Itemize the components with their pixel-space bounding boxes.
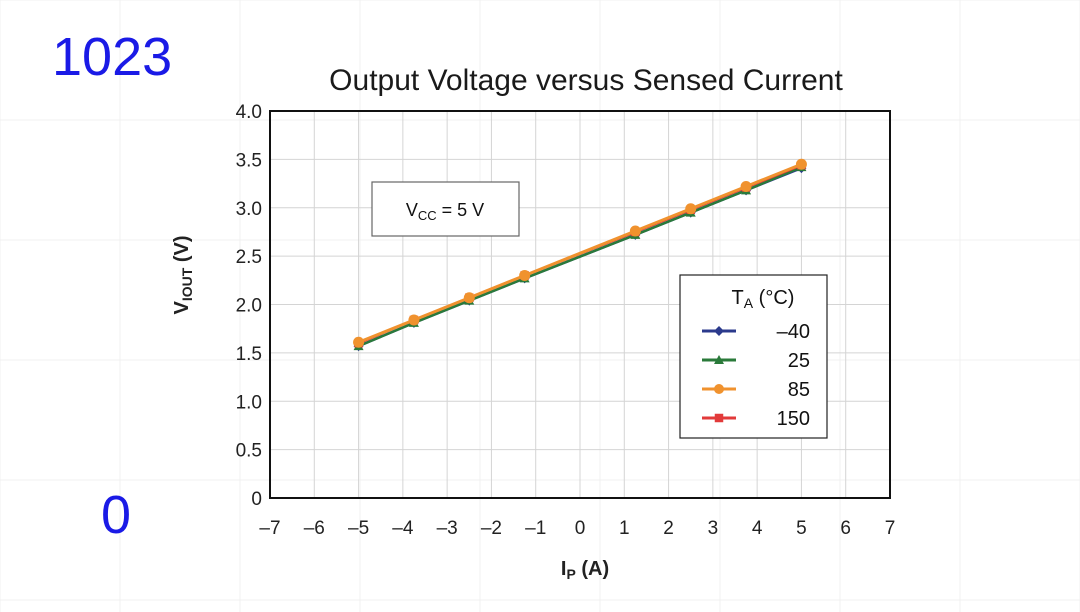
vcc-annotation: VCC = 5 V	[371, 181, 520, 237]
svg-text:VCC = 5 V: VCC = 5 V	[406, 200, 484, 223]
scale-max-label: 1023	[52, 27, 173, 87]
legend-item: 150	[702, 408, 810, 430]
data-point	[408, 314, 420, 326]
data-series	[353, 158, 807, 352]
legend-item: 85	[702, 379, 810, 401]
legend-swatch-marker	[714, 326, 724, 336]
y-axis-title: VIOUT (V)	[171, 235, 195, 314]
series-line	[358, 162, 802, 344]
x-tick-label: 3	[708, 518, 719, 539]
legend-title: TA (°C)	[732, 287, 795, 311]
x-tick-label: –6	[304, 518, 325, 539]
data-point	[629, 225, 641, 237]
data-point	[353, 336, 365, 348]
x-tick-label: 7	[885, 518, 896, 539]
data-point	[463, 292, 475, 304]
y-tick-label: 4.0	[236, 102, 262, 123]
legend-label: 150	[777, 408, 810, 430]
data-point	[795, 158, 807, 170]
x-tick-label: 2	[663, 518, 674, 539]
legend-item: 25	[702, 350, 810, 372]
x-tick-label: –2	[481, 518, 502, 539]
data-point	[685, 203, 697, 215]
scale-min-label: 0	[101, 485, 132, 545]
y-tick-label: 2.5	[236, 247, 262, 268]
data-point	[519, 269, 531, 281]
x-tick-label: –7	[259, 518, 280, 539]
x-axis-title: IP (A)	[561, 558, 609, 582]
y-tick-label: 3.5	[236, 150, 262, 171]
legend-label: –40	[777, 321, 810, 343]
series-line	[358, 165, 802, 348]
y-tick-label: 0.5	[236, 441, 262, 462]
x-tick-label: 5	[796, 518, 807, 539]
legend-swatch-marker	[714, 355, 724, 364]
x-tick-label: –1	[525, 518, 546, 539]
chart-title: Output Voltage versus Sensed Current	[329, 64, 843, 97]
x-tick-label: 1	[619, 518, 630, 539]
y-tick-label: 0	[251, 489, 262, 510]
x-tick-label: 4	[752, 518, 763, 539]
y-axis-ticks: 0 0.5 1.0 1.5 2.0 2.5 3.0 3.5 4.0	[236, 102, 262, 510]
x-tick-label: 6	[840, 518, 851, 539]
series-circle	[353, 158, 807, 348]
legend-item: –40	[702, 321, 810, 343]
y-tick-label: 2.0	[236, 296, 262, 317]
legend-swatch-marker	[714, 413, 724, 423]
data-point	[740, 180, 752, 192]
x-tick-label: 0	[575, 518, 586, 539]
x-axis-ticks: –7 –6 –5 –4 –3 –2 –1 0 1 2 3 4 5 6 7	[259, 518, 895, 539]
plot-frame	[269, 110, 891, 499]
y-tick-label: 1.5	[236, 344, 262, 365]
legend: TA (°C) –40 25 85 150	[679, 274, 828, 439]
legend-label: 25	[788, 350, 810, 372]
legend-label: 85	[788, 379, 810, 401]
y-tick-label: 1.0	[236, 392, 262, 413]
x-tick-label: –4	[392, 518, 414, 539]
x-tick-label: –3	[437, 518, 458, 539]
x-tick-label: –5	[348, 518, 369, 539]
legend-swatch-marker	[714, 384, 724, 394]
y-tick-label: 3.0	[236, 199, 262, 220]
